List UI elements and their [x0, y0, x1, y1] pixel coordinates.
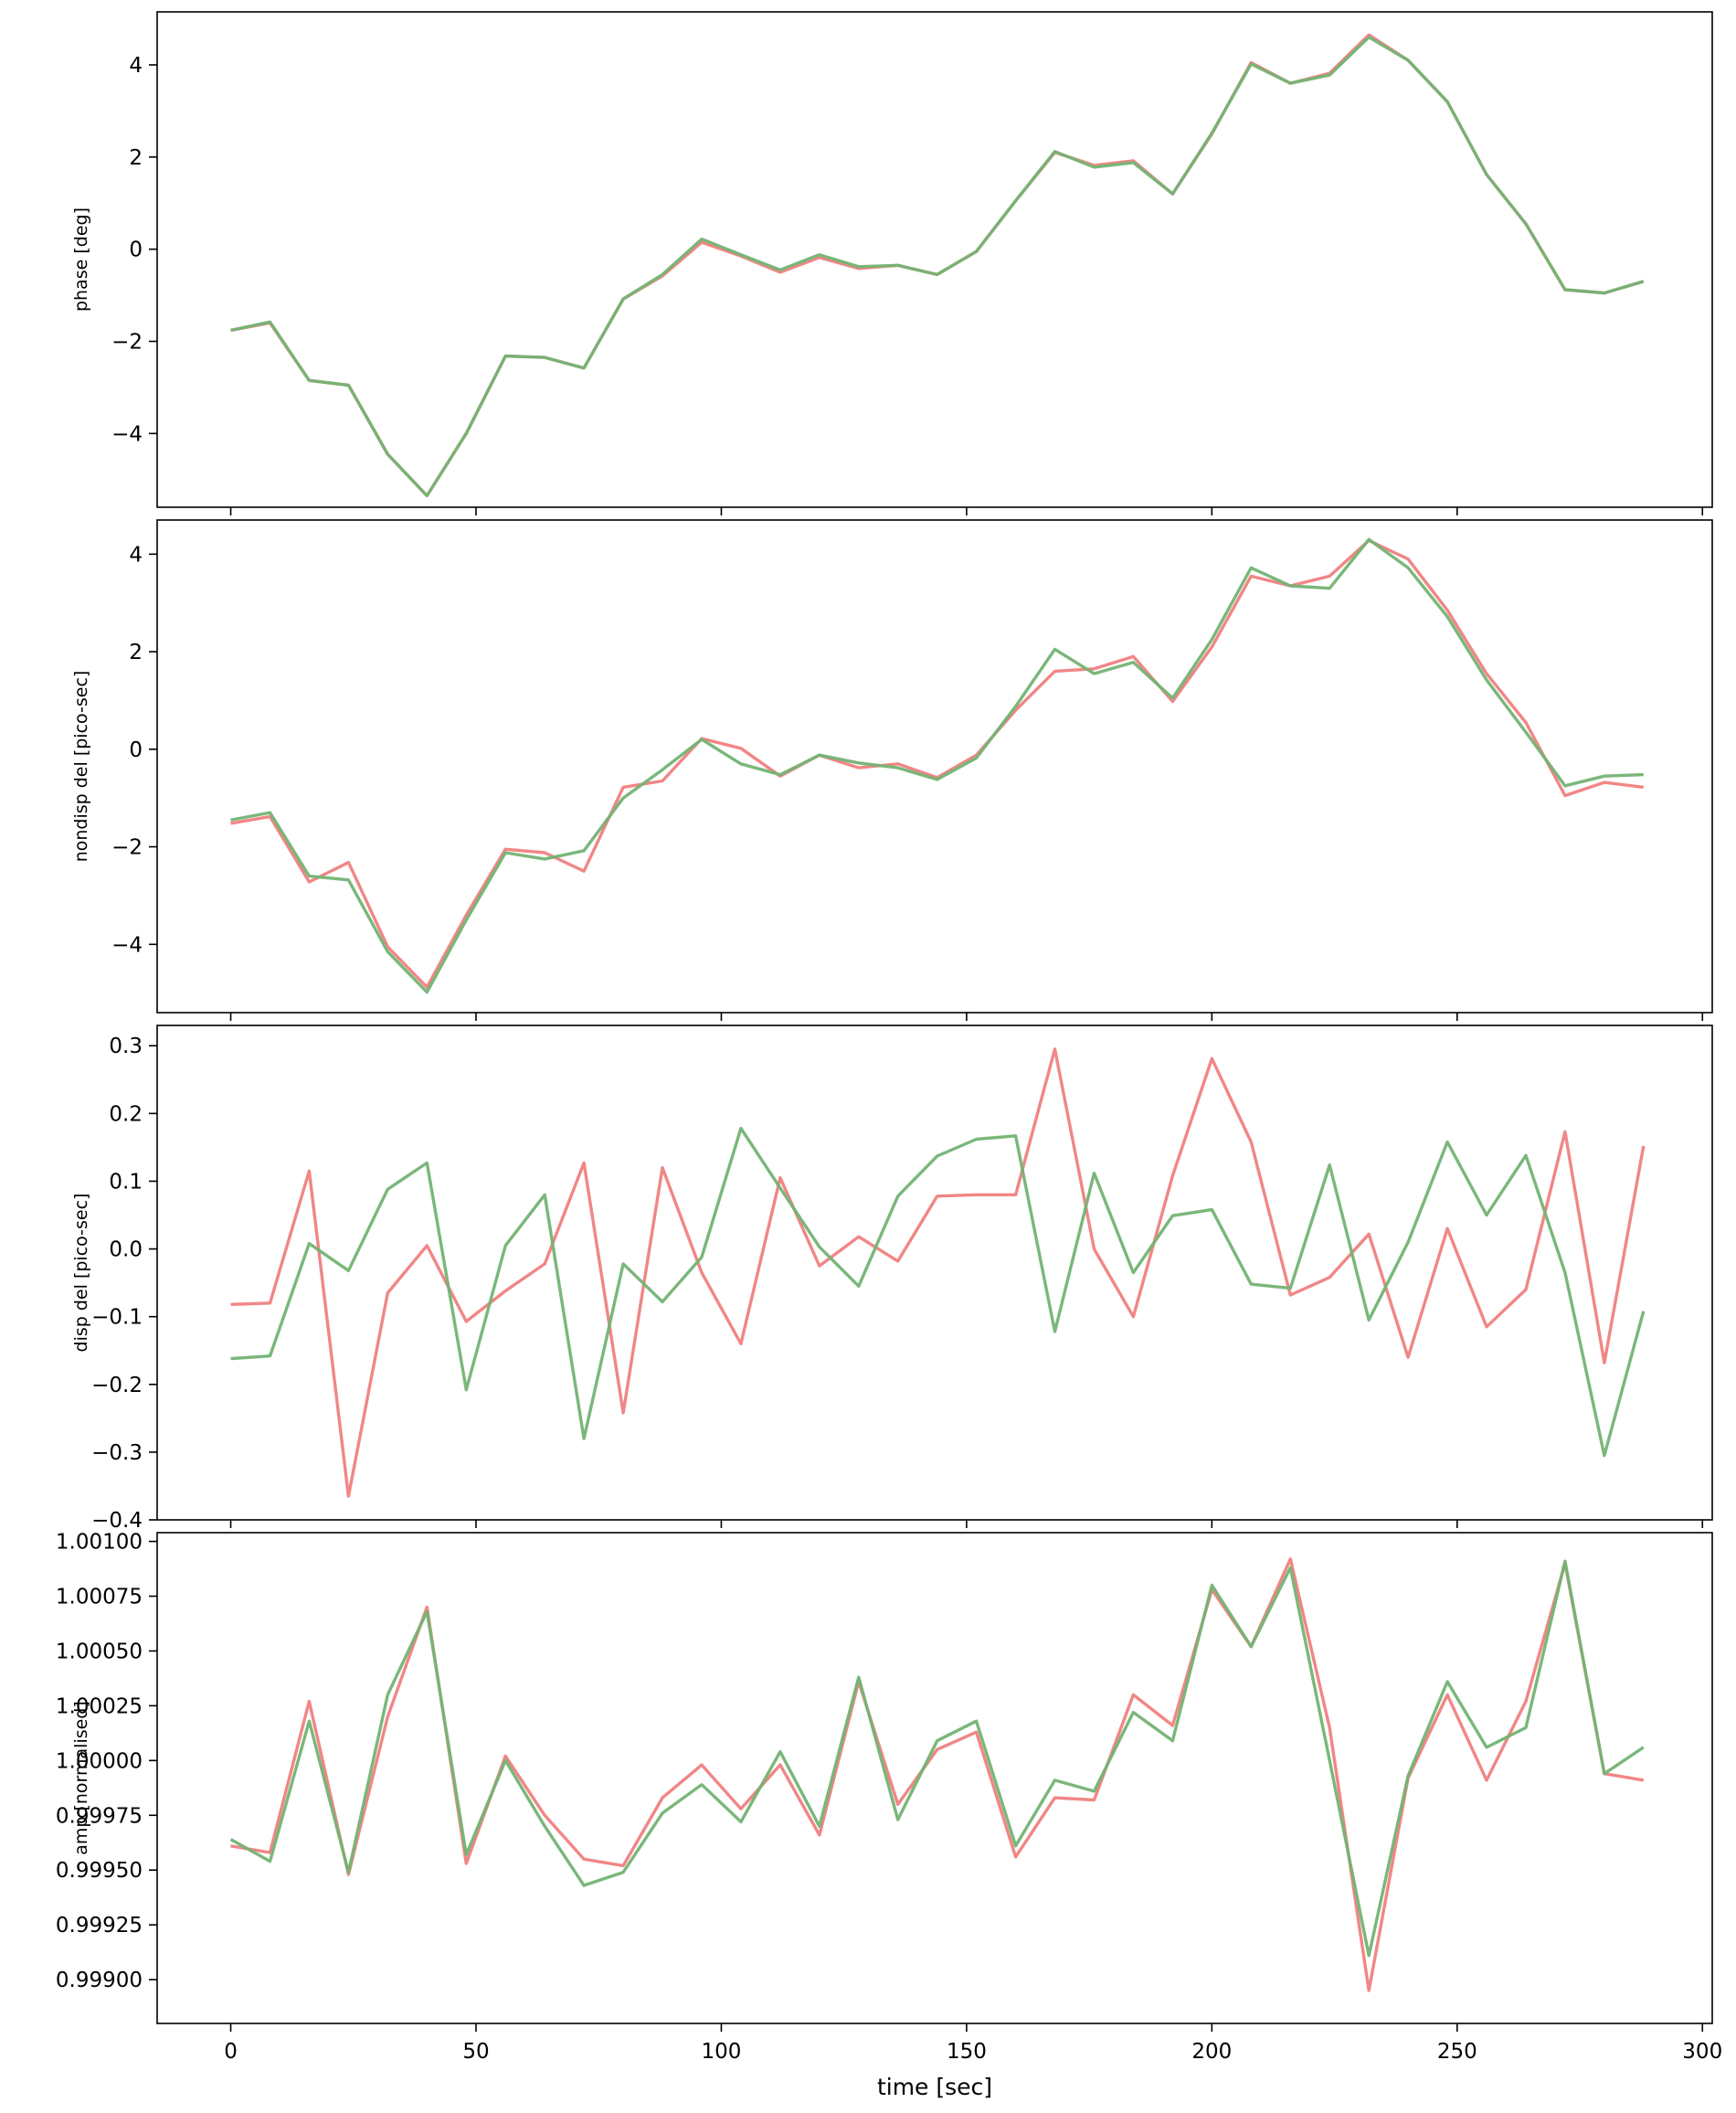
amp-ytick-label: 1.00100 [56, 1531, 143, 1555]
disp-delay-ytick-label: 0.1 [109, 1170, 143, 1194]
nondisp-delay-axes-frame [156, 519, 1713, 1014]
nondisp-delay-series-line-red [230, 538, 1645, 989]
disp-delay-series-line-red [230, 1047, 1646, 1498]
nondisp-delay-ylabel: nondisp del [pico-sec] [71, 671, 91, 863]
amp-ytick-label: 1.00025 [56, 1694, 143, 1718]
amp-ylabel: amp [normalised] [71, 1701, 91, 1855]
phase-ytick-label: −2 [111, 330, 143, 354]
xtick-label: 200 [1191, 2040, 1232, 2064]
phase-panel: −4 −2 0 2 4 phase [deg] [71, 11, 1713, 515]
amp-series-group [229, 1557, 1645, 1992]
disp-delay-ytick-label: −0.3 [91, 1441, 143, 1465]
xtick-label: 50 [462, 2040, 489, 2064]
nondisp-delay-series-group [230, 537, 1645, 994]
disp-delay-ytick-label: 0.2 [109, 1102, 143, 1126]
amp-ytick-label: 1.00050 [56, 1640, 143, 1663]
amp-ytick-label: 0.99950 [56, 1859, 143, 1883]
xtick-label: 100 [701, 2040, 741, 2064]
nondisp-delay-ytick-label: 4 [129, 543, 143, 567]
phase-axes-frame [156, 11, 1713, 508]
amp-panel: 0.99900 0.99925 0.99950 0.99975 1.00000 1.000… [56, 1531, 1722, 2100]
amp-ytick-label: 1.00000 [56, 1749, 143, 1773]
phase-ytick-label: −4 [111, 422, 143, 446]
phase-ylabel: phase [deg] [71, 207, 91, 312]
nondisp-delay-ytick-label: −4 [111, 933, 143, 957]
disp-delay-series-group [230, 1047, 1646, 1498]
amp-series-line-red [230, 1557, 1645, 1992]
xlabel: time [sec] [877, 2074, 992, 2100]
disp-delay-panel: −0.4 −0.3 −0.2 −0.1 0.0 0.1 0.2 0.3 disp del [pi… [71, 1025, 1713, 1533]
disp-delay-ylabel: disp del [pico-sec] [71, 1194, 91, 1353]
disp-delay-axes-frame [156, 1025, 1713, 1521]
disp-delay-ytick-label: −0.4 [91, 1509, 143, 1533]
amp-ytick-label: 1.00075 [56, 1586, 143, 1609]
xtick-label: 250 [1437, 2040, 1477, 2064]
phase-ytick-label: 4 [129, 54, 143, 78]
xtick-label: 150 [947, 2040, 987, 2064]
nondisp-delay-ytick-label: 2 [129, 641, 143, 664]
amp-ytick-label: 0.99900 [56, 1969, 143, 1992]
amp-series-line-green [229, 1559, 1645, 1958]
disp-delay-ytick-label: −0.2 [91, 1374, 143, 1397]
nondisp-delay-series-line-green [230, 537, 1644, 994]
disp-delay-ytick-label: 0.3 [109, 1035, 143, 1058]
phase-series-line-red [230, 33, 1645, 498]
nondisp-delay-panel: −4 −2 0 2 4 nondisp del [pico-sec] [71, 519, 1713, 1021]
nondisp-delay-ytick-label: −2 [111, 836, 143, 860]
phase-series-group [230, 33, 1645, 498]
phase-ytick-label: 0 [129, 239, 143, 262]
xtick-label: 300 [1682, 2040, 1722, 2064]
disp-delay-ytick-label: −0.1 [91, 1306, 143, 1330]
nondisp-delay-ytick-label: 0 [129, 738, 143, 762]
amp-ytick-label: 0.99925 [56, 1914, 143, 1938]
disp-delay-series-line-green [230, 1126, 1646, 1458]
amp-axes-frame [156, 1532, 1713, 2024]
disp-delay-ytick-label: 0.0 [109, 1238, 143, 1262]
phase-ytick-label: 2 [129, 146, 143, 170]
phase-series-line-green [230, 36, 1645, 498]
xtick-label: 0 [224, 2040, 238, 2064]
amp-ytick-label: 0.99975 [56, 1804, 143, 1828]
